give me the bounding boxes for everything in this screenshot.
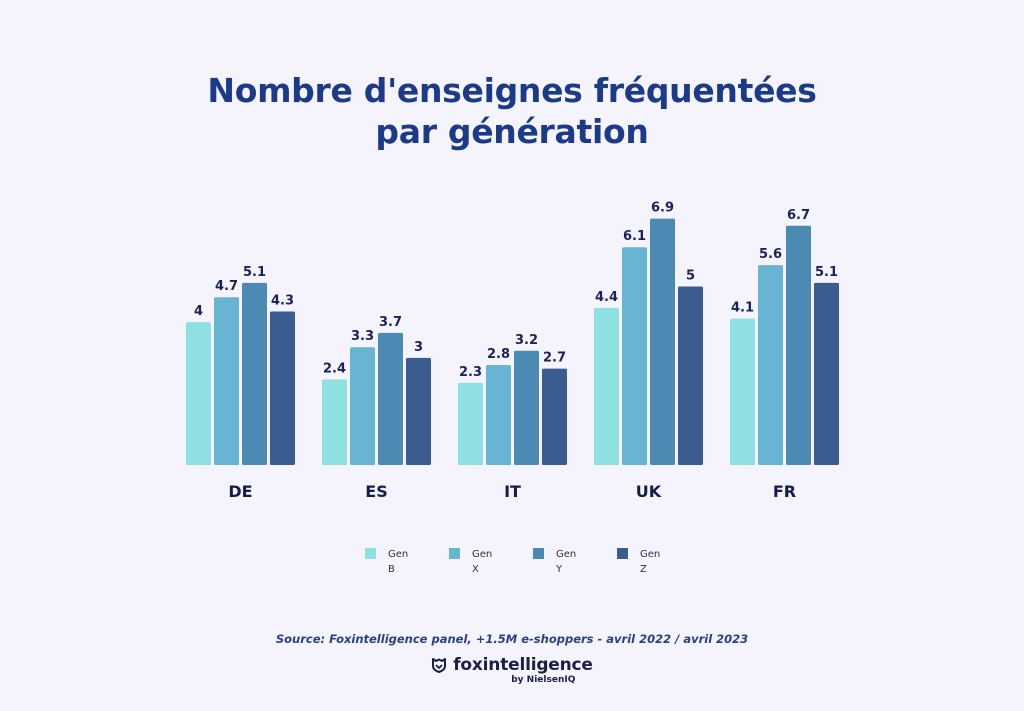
- bar-fr-gen-y: [786, 225, 811, 465]
- value-label: 4.3: [271, 293, 294, 308]
- bar-fr-gen-b: [730, 318, 755, 465]
- bar-chart: 4 4.7 5.1 4.3 2.4 3.3 3.7 3 2.3 2.8 3.2 2.7 4.4 6.1 6.…: [186, 201, 839, 575]
- legend-item-gen-x: Gen X: [449, 548, 492, 575]
- bar-fr-gen-x: [758, 265, 783, 465]
- category-label-de: DE: [228, 482, 252, 501]
- value-label: 4.1: [731, 301, 754, 316]
- legend-item-gen-b: Gen B: [365, 548, 408, 575]
- category-label-it: IT: [504, 482, 521, 501]
- bar-uk-gen-z: [678, 286, 703, 465]
- legend-item-gen-y: Gen Y: [533, 548, 576, 575]
- bar-es-gen-x: [350, 347, 375, 465]
- value-label: 2.3: [459, 365, 482, 380]
- bar-de-gen-x: [214, 297, 239, 465]
- value-labels-layer: 4 4.7 5.1 4.3 2.4 3.3 3.7 3 2.3 2.8 3.2 2.7 4.4 6.1 6.…: [194, 201, 838, 380]
- legend-label: Y: [555, 564, 563, 575]
- bars-layer: [186, 218, 839, 465]
- category-label-es: ES: [365, 482, 387, 501]
- value-label: 5: [686, 269, 695, 284]
- chart-title: Nombre d'enseignes fréquentées par génér…: [0, 70, 1024, 152]
- value-label: 3: [414, 340, 423, 355]
- legend-label: B: [388, 564, 395, 575]
- legend-item-gen-z: Gen Z: [617, 548, 660, 575]
- bar-de-gen-z: [270, 311, 295, 465]
- legend-swatch: [365, 548, 376, 559]
- legend-label: Gen: [556, 549, 576, 560]
- value-label: 6.9: [651, 201, 674, 216]
- bar-it-gen-x: [486, 365, 511, 465]
- fox-shield-icon: [432, 658, 447, 673]
- chart-title-line-1: Nombre d'enseignes fréquentées: [207, 71, 817, 110]
- value-label: 3.7: [379, 315, 402, 330]
- value-label: 5.1: [243, 265, 266, 280]
- value-label: 2.7: [543, 351, 566, 366]
- value-label: 6.1: [623, 229, 646, 244]
- chart-title-line-2: par génération: [375, 112, 649, 151]
- category-label-uk: UK: [636, 482, 662, 501]
- brand-subtitle: by NielsenIQ: [511, 675, 576, 685]
- bar-uk-gen-y: [650, 218, 675, 465]
- category-label-fr: FR: [773, 482, 796, 501]
- value-label: 5.1: [815, 265, 838, 280]
- value-label: 5.6: [759, 247, 782, 262]
- legend-label: Gen: [640, 549, 660, 560]
- brand-name: foxintelligence: [453, 655, 593, 675]
- legend-label: Z: [640, 564, 647, 575]
- bar-es-gen-z: [406, 357, 431, 465]
- legend-swatch: [449, 548, 460, 559]
- bar-it-gen-b: [458, 382, 483, 465]
- legend: Gen B Gen X Gen Y Gen Z: [365, 548, 660, 575]
- legend-swatch: [533, 548, 544, 559]
- category-labels-layer: DE ES IT UK FR: [228, 482, 796, 501]
- bar-es-gen-b: [322, 379, 347, 465]
- bar-uk-gen-b: [594, 307, 619, 465]
- value-label: 2.8: [487, 347, 510, 362]
- legend-label: Gen: [388, 549, 408, 560]
- bar-it-gen-z: [542, 368, 567, 465]
- legend-swatch: [617, 548, 628, 559]
- bar-de-gen-b: [186, 322, 211, 465]
- bar-es-gen-y: [378, 332, 403, 465]
- value-label: 2.4: [323, 361, 346, 376]
- value-label: 4.4: [595, 290, 618, 305]
- value-label: 6.7: [787, 208, 810, 223]
- bar-de-gen-y: [242, 282, 267, 465]
- value-label: 3.2: [515, 333, 538, 348]
- source-note: Source: Foxintelligence panel, +1.5M e-s…: [275, 632, 749, 646]
- value-label: 4: [194, 304, 203, 319]
- legend-label: Gen: [472, 549, 492, 560]
- value-label: 4.7: [215, 279, 238, 294]
- brand-logo: foxintelligence by NielsenIQ: [0, 655, 1024, 686]
- bar-it-gen-y: [514, 350, 539, 465]
- value-label: 3.3: [351, 329, 374, 344]
- bar-fr-gen-z: [814, 282, 839, 465]
- legend-label: X: [472, 564, 479, 575]
- bar-uk-gen-x: [622, 247, 647, 465]
